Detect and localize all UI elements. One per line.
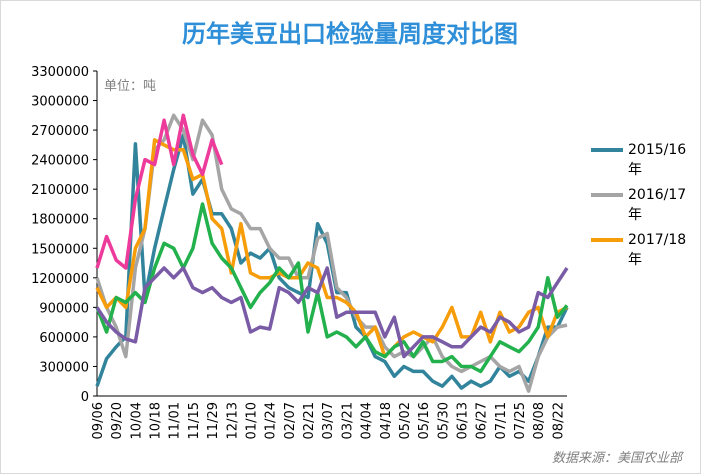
source-note: 数据来源：美国农业部 <box>552 451 684 466</box>
x-tick-label: 10/04 <box>129 402 144 439</box>
x-tick-label: 02/07 <box>283 402 298 439</box>
legend-swatch <box>591 193 623 197</box>
x-tick-label: 05/30 <box>436 402 451 439</box>
x-tick-label: 12/13 <box>225 402 240 439</box>
x-tick-label: 08/08 <box>532 402 547 439</box>
x-tick-label: 03/07 <box>321 402 336 439</box>
x-tick-label: 05/02 <box>398 402 413 439</box>
x-tick-label: 06/27 <box>475 402 490 439</box>
x-tick-label: 03/21 <box>340 402 355 439</box>
x-tick-label: 02/21 <box>302 402 317 439</box>
x-tick-label: 01/24 <box>264 402 279 439</box>
legend-swatch <box>591 238 623 242</box>
y-tick-label: 600000 <box>39 331 89 346</box>
y-tick-label: 1800000 <box>31 213 89 228</box>
x-tick-label: 04/04 <box>360 402 375 439</box>
x-tick-label: 07/11 <box>494 402 509 439</box>
series-line <box>95 266 569 359</box>
y-tick-label: 2100000 <box>31 183 89 198</box>
unit-note: 单位：吨 <box>104 79 156 94</box>
x-tick-label: 06/13 <box>455 402 470 439</box>
x-tick-label: 04/18 <box>379 402 394 439</box>
legend-label: 2017/18年 <box>628 232 687 268</box>
y-tick-label: 900000 <box>39 301 89 316</box>
x-tick-label: 11/15 <box>187 402 202 439</box>
x-tick-label: 11/29 <box>206 402 221 439</box>
x-tick-label: 09/20 <box>110 402 125 439</box>
chart-title: 历年美豆出口检验量周度对比图 <box>182 20 518 48</box>
legend-label: 2016/17年 <box>628 187 687 223</box>
y-tick-label: 1200000 <box>31 272 89 287</box>
legend-swatch <box>591 148 623 152</box>
series-line <box>95 113 224 270</box>
x-tick-label: 05/16 <box>417 402 432 439</box>
y-tick-label: 1500000 <box>31 242 89 257</box>
y-tick-label: 2700000 <box>31 124 89 139</box>
y-tick-label: 3300000 <box>31 65 89 80</box>
y-tick-label: 3000000 <box>31 95 89 110</box>
x-tick-label: 11/01 <box>168 402 183 439</box>
y-tick-label: 300000 <box>39 360 89 375</box>
x-tick-label: 01/10 <box>244 402 259 439</box>
legend-label: 2015/16年 <box>628 142 687 178</box>
x-tick-label: 07/25 <box>513 402 528 439</box>
x-tick-label: 10/18 <box>149 402 164 439</box>
y-tick-label: 2400000 <box>31 154 89 169</box>
x-tick-label: 08/22 <box>551 402 566 439</box>
x-tick-label: 09/06 <box>91 402 106 439</box>
y-tick-label: 0 <box>81 390 89 405</box>
series-line <box>95 202 569 374</box>
